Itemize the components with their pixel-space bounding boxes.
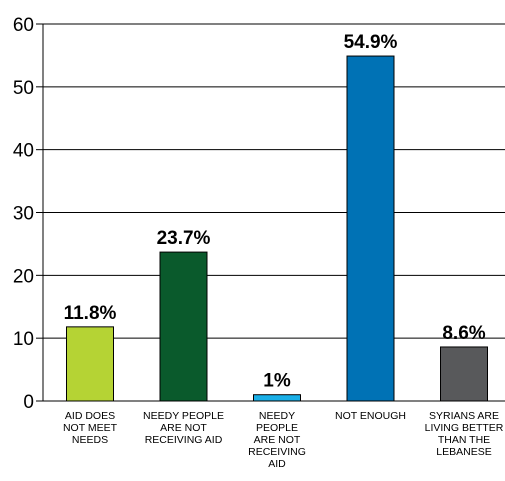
x-category-label: SYRIANS ARE LIVING BETTER THAN THE LEBAN… — [424, 410, 504, 458]
data-label: 11.8% — [64, 303, 117, 324]
y-tick-label: 20 — [13, 266, 34, 287]
y-tick-label: 0 — [23, 392, 34, 413]
x-category-label: NEEDY PEOPLE ARE NOT RECEIVING AID — [248, 410, 306, 470]
bar — [440, 346, 488, 402]
x-category-label: AID DOES NOT MEET NEEDS — [62, 410, 118, 446]
y-tick-label: 30 — [13, 204, 34, 225]
gridlines — [43, 23, 505, 339]
data-label: 8.6% — [442, 323, 485, 344]
data-label: 54.9% — [344, 32, 398, 53]
bar — [346, 55, 395, 402]
y-tick-label: 60 — [13, 15, 34, 36]
bar — [253, 394, 301, 402]
data-labels: 11.8% 23.7% 1% 54.9% 8.6% — [64, 32, 486, 392]
y-tick-label: 50 — [13, 78, 34, 99]
x-category-label: NOT ENOUGH — [335, 410, 406, 422]
data-label: 1% — [263, 371, 291, 392]
y-tick-label: 40 — [13, 141, 34, 162]
bars — [66, 55, 488, 402]
x-category-label: NEEDY PEOPLE ARE NOT RECEIVING AID — [143, 410, 224, 446]
data-label: 23.7% — [157, 228, 211, 249]
bar — [159, 251, 208, 402]
bar — [66, 326, 114, 402]
y-tick-label: 10 — [13, 329, 34, 350]
